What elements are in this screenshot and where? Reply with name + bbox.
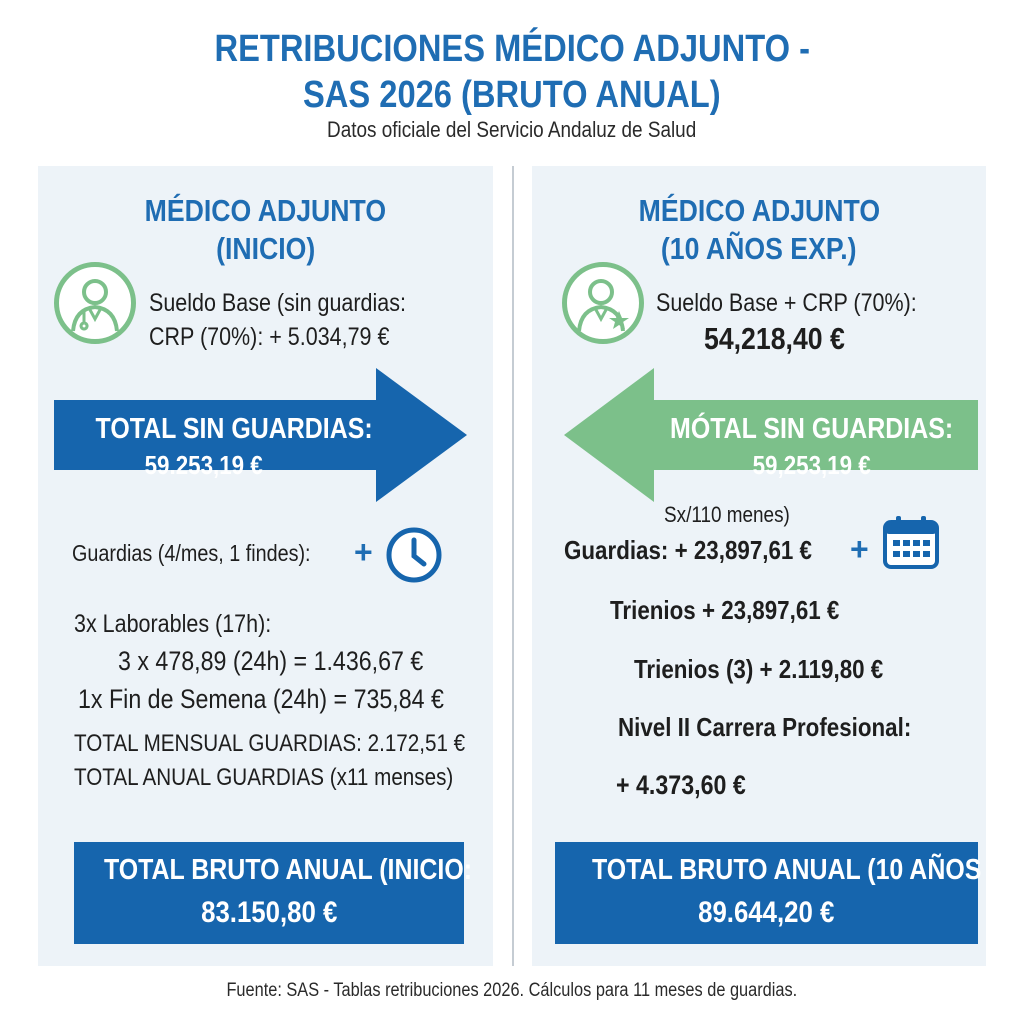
total-value-text: 83.150,80 € bbox=[200, 896, 338, 929]
total-label-text: TOTAL BRUTO ANUAL (INICIO: bbox=[103, 854, 473, 886]
panel-title-line-1: MÉDICO ADJUNTO bbox=[638, 193, 880, 228]
subtitle-text: Datos oficiale del Servicio Andaluz de S… bbox=[327, 117, 697, 142]
doctor-star-icon bbox=[562, 262, 644, 344]
nivel-carrera-label: Nivel II Carrera Profesional: bbox=[618, 712, 959, 742]
nivel-value-text: + 4.373,60 € bbox=[616, 770, 746, 800]
footer-text: Fuente: SAS - Tablas retribuciones 2026.… bbox=[226, 980, 798, 1001]
panel-title-10-anos: MÉDICO ADJUNTO (10 AÑOS EXP.) bbox=[532, 192, 986, 268]
plus-icon: + bbox=[850, 531, 869, 567]
base-salary-label: Sueldo Base (sin guardias: bbox=[149, 288, 448, 318]
base-line-1: Sueldo Base + CRP (70%): bbox=[656, 289, 917, 317]
trienios-b-text: Trienios (3) + 2.119,80 € bbox=[634, 654, 884, 684]
total-anual-guardias: TOTAL ANUAL GUARDIAS (x11 menses) bbox=[74, 763, 515, 793]
guardias-line: Guardias: + 23,897,61 € bbox=[564, 535, 852, 565]
sx-note: Sx/110 menes) bbox=[664, 500, 810, 530]
total-label-text: TOTAL BRUTO ANUAL (10 AÑOS EXP: bbox=[591, 854, 1024, 886]
clock-icon bbox=[386, 527, 442, 583]
laborables-text: 3x Laborables (17h): bbox=[74, 610, 272, 638]
page-title: RETRIBUCIONES MÉDICO ADJUNTO - SAS 2026 … bbox=[0, 26, 1024, 118]
total-mensual-text: TOTAL MENSUAL GUARDIAS: 2.172,51 € bbox=[74, 730, 466, 757]
base-value-text: 54,218,40 € bbox=[704, 321, 845, 356]
crp-line: CRP (70%): + 5.034,79 € bbox=[149, 322, 429, 352]
base-line-2: CRP (70%): + 5.034,79 € bbox=[149, 323, 390, 351]
panel-title-line-1: MÉDICO ADJUNTO bbox=[144, 193, 387, 228]
doctor-icon bbox=[54, 262, 136, 344]
title-line-2: SAS 2026 (BRUTO ANUAL) bbox=[303, 74, 721, 116]
panel-inicio: MÉDICO ADJUNTO (INICIO) Sueldo Base (sin… bbox=[38, 166, 493, 966]
panel-title-line-2: (10 AÑOS EXP.) bbox=[661, 231, 857, 266]
base-salary-value: 54,218,40 € bbox=[704, 321, 868, 356]
trienios-line-2: Trienios (3) + 2.119,80 € bbox=[634, 654, 924, 684]
total-bruto-inicio: TOTAL BRUTO ANUAL (INICIO: 83.150,80 € bbox=[74, 842, 472, 944]
base-salary-label: Sueldo Base + CRP (70%): bbox=[656, 288, 959, 318]
total-mensual-guardias: TOTAL MENSUAL GUARDIAS: 2.172,51 € bbox=[74, 729, 529, 759]
arrow-total-label: TOTAL SIN GUARDIAS: bbox=[54, 413, 414, 446]
arrow-total-value: 59.253,19 € bbox=[54, 450, 354, 481]
fin-semana-text: 1x Fin de Semena (24h) = 735,84 € bbox=[78, 684, 444, 714]
total-anual-text: TOTAL ANUAL GUARDIAS (x11 menses) bbox=[74, 764, 454, 791]
sx-note-text: Sx/110 menes) bbox=[664, 502, 790, 527]
trienios-a-text: Trienios + 23,897,61 € bbox=[610, 595, 840, 625]
arrow-right-icon bbox=[54, 368, 467, 502]
fin-semana-line: 1x Fin de Semena (24h) = 735,84 € bbox=[78, 684, 504, 714]
panel-title-line-2: (INICIO) bbox=[215, 231, 316, 266]
total-value-text: 89.644,20 € bbox=[698, 896, 835, 929]
laborables-calc: 3 x 478,89 (24h) = 1.436,67 € bbox=[118, 646, 473, 676]
nivel-carrera-value: + 4.373,60 € bbox=[616, 770, 767, 800]
panel-10-anos: MÉDICO ADJUNTO (10 AÑOS EXP.) Sueldo Bas… bbox=[532, 166, 1024, 966]
page-subtitle: Datos oficiale del Servicio Andaluz de S… bbox=[0, 117, 1024, 143]
plus-icon: + bbox=[354, 534, 373, 570]
laborables-label: 3x Laborables (17h): bbox=[74, 609, 303, 639]
laborables-calc-text: 3 x 478,89 (24h) = 1.436,67 € bbox=[118, 646, 424, 676]
arrow-value-text: 59,253,19 € bbox=[752, 450, 872, 480]
calendar-icon bbox=[883, 516, 939, 569]
guardias-text: Guardias: + 23,897,61 € bbox=[564, 535, 812, 565]
arrow-label-text: MÓTAL SIN GUARDIAS: bbox=[670, 413, 954, 445]
arrow-value-text: 59.253,19 € bbox=[144, 450, 264, 480]
arrow-label-text: TOTAL SIN GUARDIAS: bbox=[95, 413, 373, 445]
title-line-1: RETRIBUCIONES MÉDICO ADJUNTO - bbox=[214, 28, 810, 70]
column-divider bbox=[512, 166, 514, 966]
arrow-total-value: 59,253,19 € bbox=[662, 450, 962, 481]
trienios-line-1: Trienios + 23,897,61 € bbox=[610, 595, 877, 625]
arrow-total-label: MÓTAL SIN GUARDIAS: bbox=[642, 413, 982, 446]
panel-title-inicio: MÉDICO ADJUNTO (INICIO) bbox=[38, 192, 493, 268]
total-bruto-10-anos: TOTAL BRUTO ANUAL (10 AÑOS EXP: 89.644,2… bbox=[555, 842, 1024, 944]
nivel-text: Nivel II Carrera Profesional: bbox=[618, 712, 912, 742]
base-line-1: Sueldo Base (sin guardias: bbox=[149, 289, 406, 317]
guardias-text: Guardias (4/mes, 1 findes): bbox=[72, 540, 311, 566]
guardias-label: Guardias (4/mes, 1 findes): bbox=[72, 538, 349, 568]
arrow-left-icon bbox=[564, 368, 978, 502]
source-footer: Fuente: SAS - Tablas retribuciones 2026.… bbox=[0, 980, 1024, 1002]
